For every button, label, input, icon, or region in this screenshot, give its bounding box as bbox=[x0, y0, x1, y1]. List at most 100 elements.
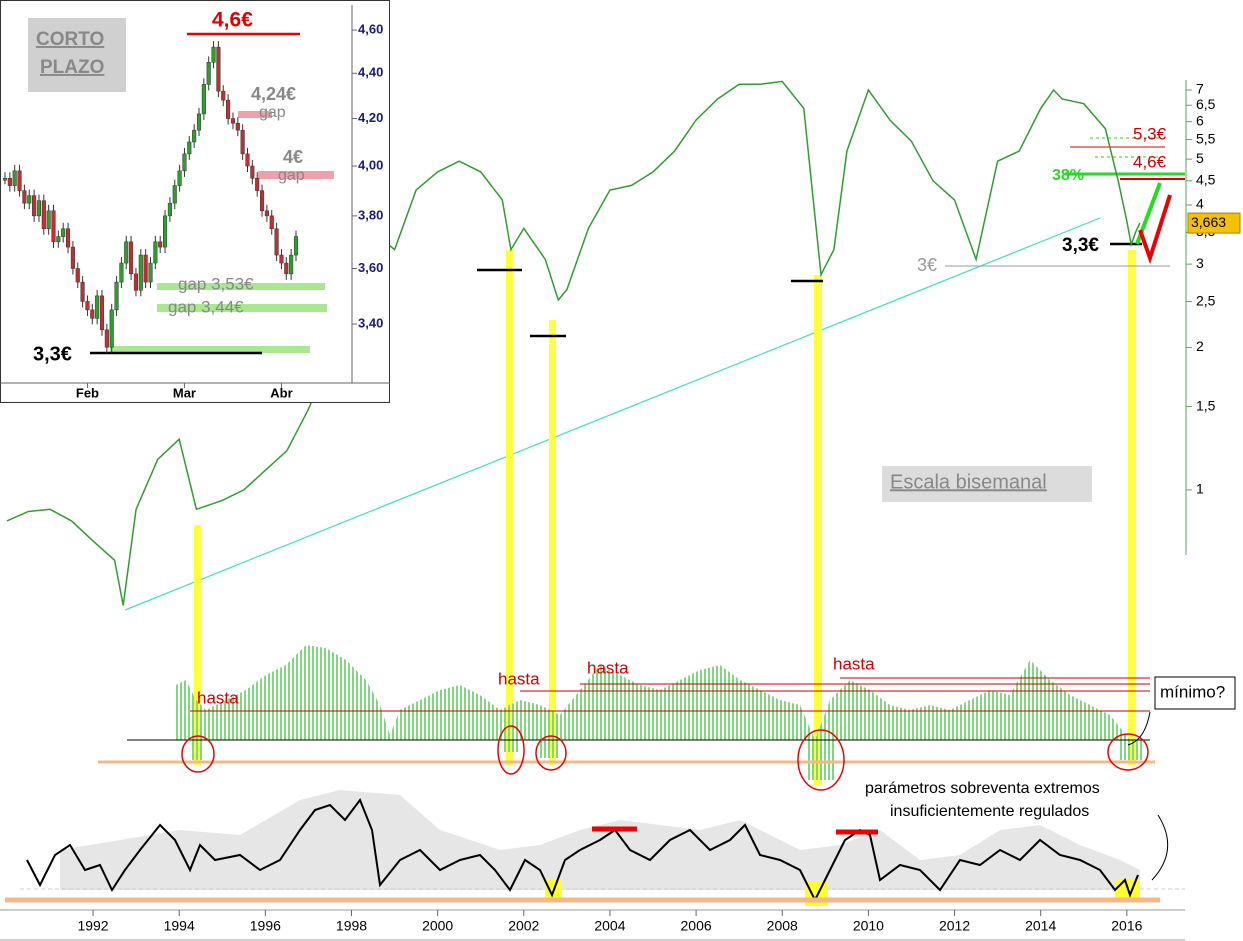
candle bbox=[51, 210, 56, 243]
y-tick-label: 6 bbox=[1196, 112, 1204, 128]
price-line bbox=[6, 80, 1141, 606]
candle bbox=[95, 295, 100, 319]
y-tick-label: 4,40 bbox=[358, 65, 383, 80]
candle bbox=[61, 228, 66, 237]
x-tick-label: 2014 bbox=[1025, 918, 1056, 934]
candle bbox=[167, 202, 172, 217]
candle bbox=[177, 170, 182, 186]
candle bbox=[114, 281, 119, 311]
gap-band bbox=[157, 283, 325, 290]
gap-band bbox=[258, 171, 334, 179]
candle bbox=[255, 177, 260, 191]
candle bbox=[163, 215, 168, 248]
candle bbox=[41, 200, 46, 230]
highlight-bars bbox=[194, 250, 1136, 785]
candle bbox=[143, 254, 148, 283]
annotation: hasta bbox=[833, 654, 875, 673]
indicator-dips bbox=[190, 740, 1142, 780]
candle bbox=[17, 170, 22, 191]
y-tick-label: 6,5 bbox=[1196, 96, 1216, 112]
candle bbox=[75, 268, 80, 283]
y-tick-label: 4,60 bbox=[358, 21, 383, 36]
candle bbox=[36, 200, 42, 217]
annotation: gap 3,44€ bbox=[168, 297, 244, 316]
annotation: insuficientemente regulados bbox=[890, 803, 1089, 820]
last-value-box bbox=[1187, 212, 1241, 234]
x-tick-label: Abr bbox=[270, 385, 292, 400]
annotation: 5,3€ bbox=[1133, 124, 1167, 143]
annotation: 4,6€ bbox=[1133, 152, 1167, 171]
annotation: 38% bbox=[1052, 167, 1084, 184]
candle bbox=[148, 262, 153, 283]
y-tick-label: 4,00 bbox=[358, 157, 383, 172]
candle bbox=[22, 190, 27, 204]
candle bbox=[201, 84, 206, 115]
gap-band bbox=[110, 346, 310, 353]
x-tick-label: 2008 bbox=[767, 918, 798, 934]
x-tick-label: 2010 bbox=[853, 918, 884, 934]
candle bbox=[235, 122, 240, 131]
candle bbox=[133, 273, 138, 291]
annotation: 3€ bbox=[917, 255, 937, 275]
x-tick-label: 1994 bbox=[164, 918, 195, 934]
candle bbox=[27, 195, 32, 204]
candle bbox=[56, 236, 61, 243]
candle bbox=[158, 241, 163, 248]
candle bbox=[153, 241, 158, 264]
x-tick-label: 1998 bbox=[336, 918, 367, 934]
candle bbox=[284, 262, 289, 275]
y-tick-label: 4 bbox=[1196, 196, 1204, 212]
annotation: mínimo? bbox=[1160, 682, 1225, 701]
candle bbox=[206, 62, 211, 85]
annotation: hasta bbox=[498, 669, 540, 688]
trend-line bbox=[124, 217, 1101, 611]
candle bbox=[250, 165, 255, 179]
candle bbox=[187, 141, 192, 155]
x-tick-label: 2004 bbox=[594, 918, 625, 934]
candle bbox=[211, 46, 216, 63]
pointer bbox=[1127, 711, 1151, 746]
candle bbox=[124, 241, 129, 264]
candle bbox=[289, 254, 294, 275]
candle bbox=[90, 309, 95, 319]
y-tick-label: 2,5 bbox=[1196, 292, 1216, 308]
candle bbox=[138, 254, 143, 291]
candle bbox=[245, 153, 250, 167]
last-value-label: 3,663 bbox=[1191, 214, 1226, 230]
y-tick-label: 7 bbox=[1196, 81, 1204, 97]
x-tick-label: 2016 bbox=[1111, 918, 1142, 934]
label-box bbox=[28, 18, 126, 92]
annotation: gap bbox=[259, 104, 286, 121]
candle bbox=[196, 113, 202, 131]
candle bbox=[293, 236, 299, 256]
y-tick-label: 5 bbox=[1196, 150, 1204, 166]
candle bbox=[172, 185, 177, 204]
candle bbox=[12, 170, 17, 186]
main-chart: 76,565,554,543,532,521,51199219941996199… bbox=[0, 80, 1241, 941]
annotation: 3,3€ bbox=[33, 343, 72, 365]
candle bbox=[119, 262, 124, 283]
annotation: gap bbox=[278, 167, 305, 184]
annotation: 4€ bbox=[283, 147, 303, 167]
annotation: hasta bbox=[197, 688, 239, 707]
candle bbox=[216, 46, 221, 92]
annotation: parámetros sobreventa extremos bbox=[865, 780, 1100, 797]
annotation: 4,6€ bbox=[212, 9, 253, 32]
candle bbox=[129, 241, 134, 275]
candle bbox=[221, 90, 226, 101]
y-tick-label: 3 bbox=[1196, 255, 1204, 271]
x-tick-label: 1992 bbox=[77, 918, 108, 934]
x-tick-label: Mar bbox=[173, 385, 196, 400]
y-tick-label: 3,60 bbox=[358, 260, 383, 275]
candle bbox=[260, 190, 265, 212]
candle bbox=[85, 301, 90, 311]
candle bbox=[230, 118, 235, 124]
annotation: 3,3€ bbox=[1062, 235, 1099, 256]
circles bbox=[181, 725, 1149, 791]
candle bbox=[240, 129, 245, 155]
candle bbox=[32, 195, 37, 217]
x-tick-label: 1996 bbox=[250, 918, 281, 934]
y-tick-label: 1,5 bbox=[1196, 397, 1216, 413]
y-tick-label: 5,5 bbox=[1196, 130, 1216, 146]
